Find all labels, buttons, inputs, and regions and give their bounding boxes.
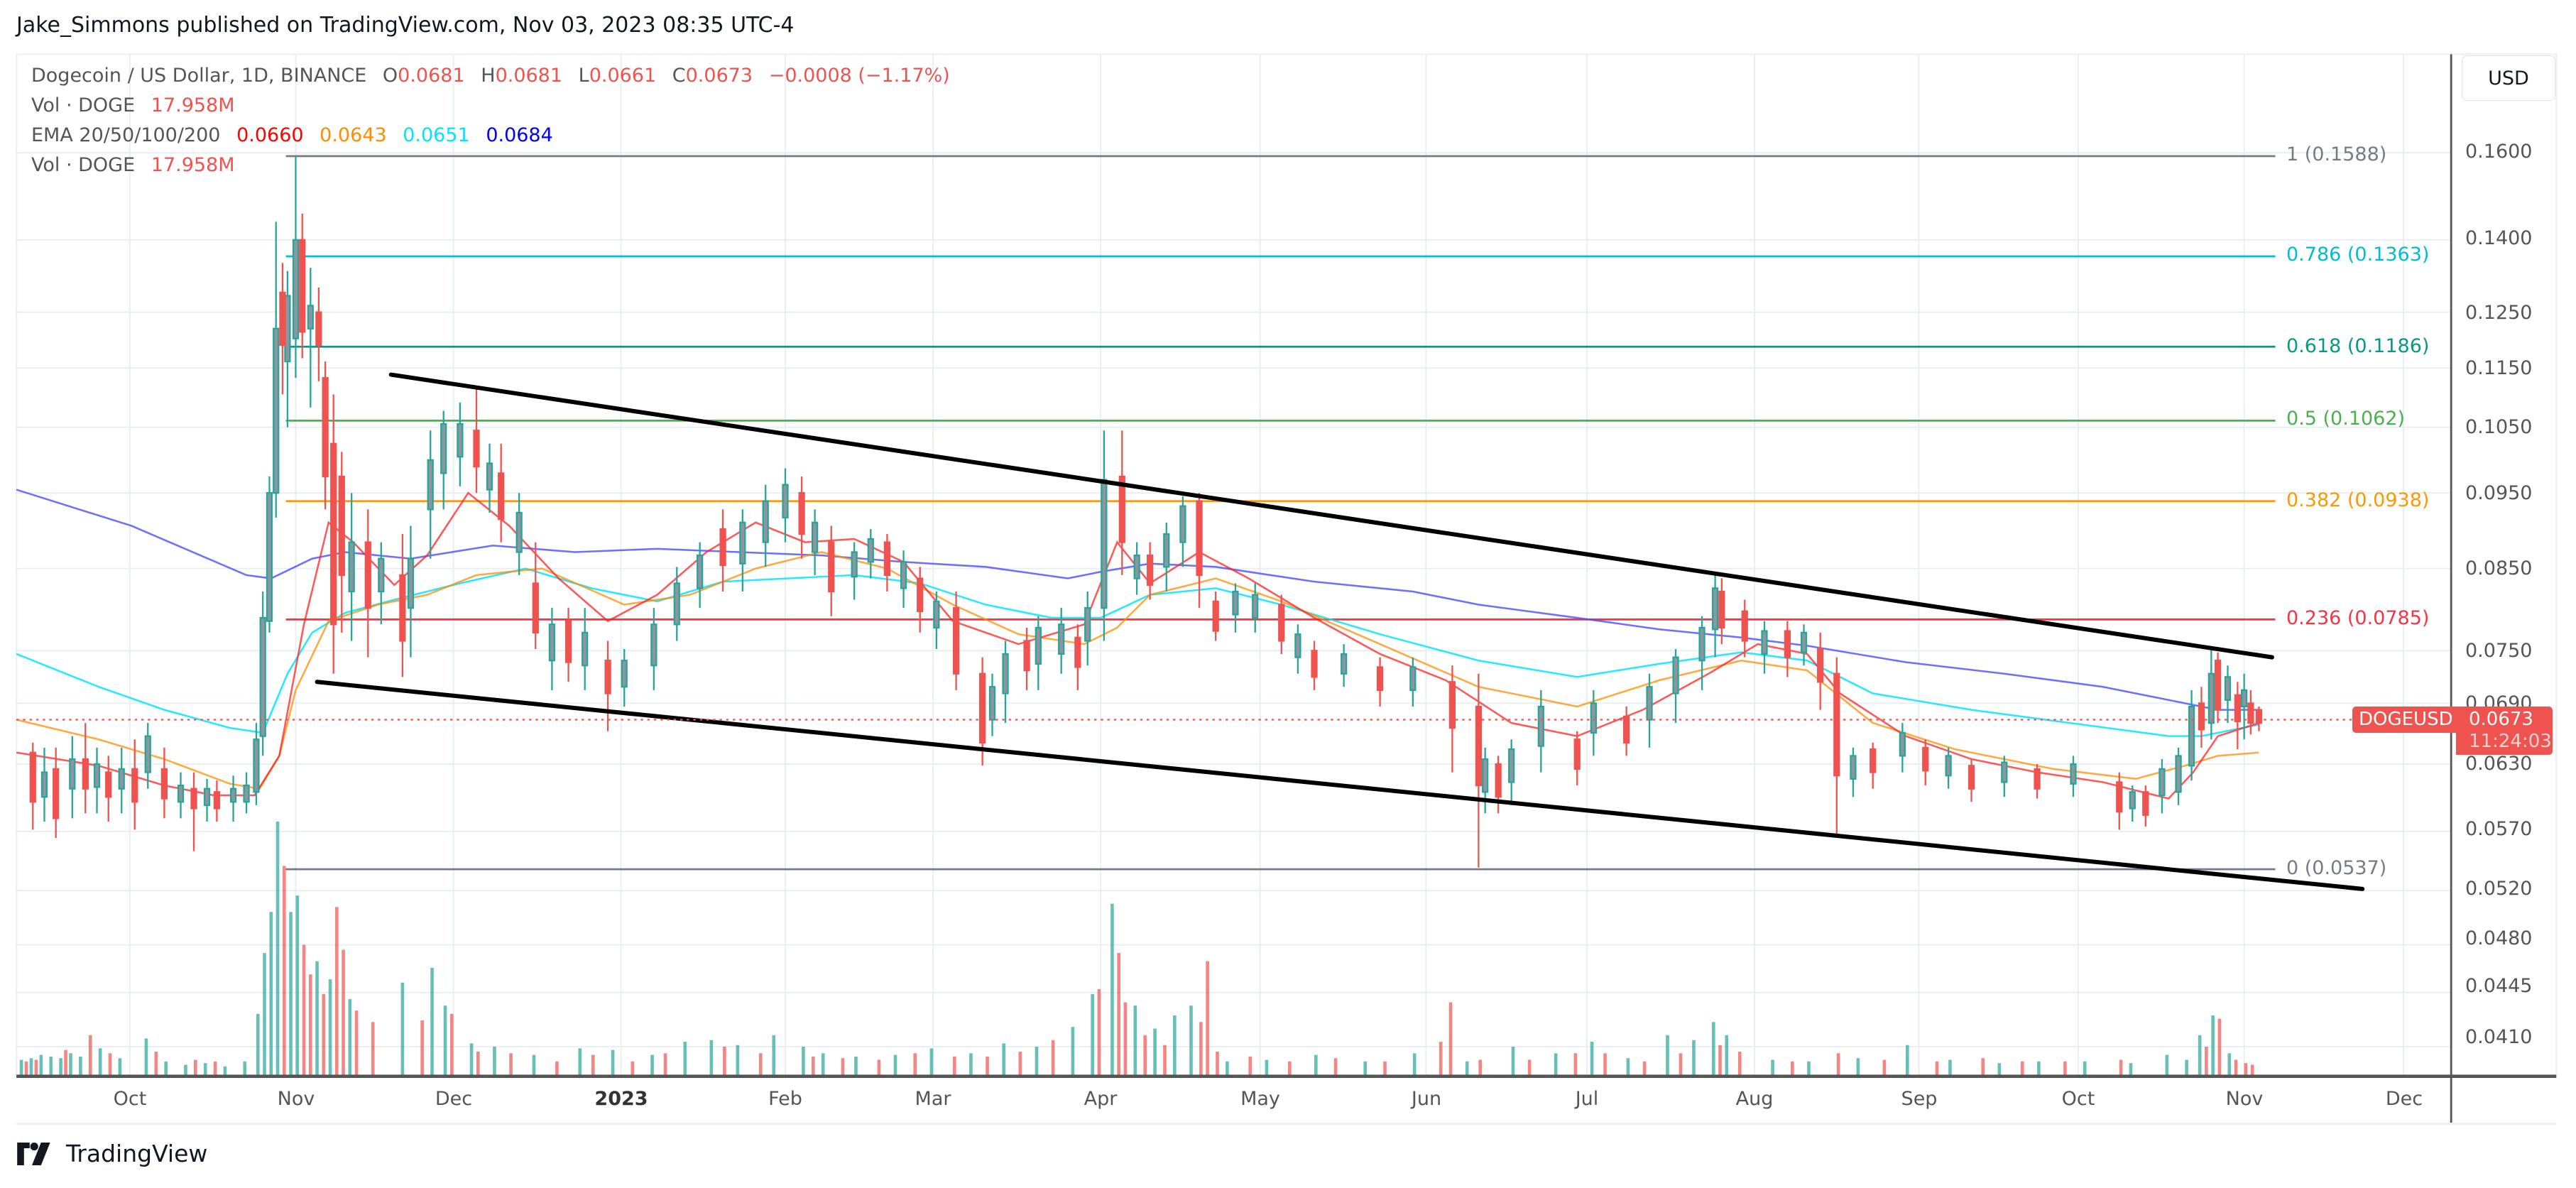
tradingview-brand: TradingView (66, 1140, 208, 1167)
fib-label-0[interactable]: 0 (0.0537) (2286, 857, 2387, 879)
price-tick: 0.0950 (2465, 482, 2533, 504)
low-label: L (578, 65, 589, 87)
chart-legend: Dogecoin / US Dollar, 1D, BINANCE O0.068… (31, 61, 950, 180)
current-price-value: 0.0673 (2469, 709, 2533, 730)
tradingview-logo-icon (17, 1142, 50, 1165)
time-tick: Oct (2061, 1088, 2095, 1110)
channel-upper-trendline (388, 372, 2274, 660)
currency-button[interactable]: USD (2462, 55, 2555, 101)
price-tick: 0.0630 (2465, 753, 2533, 775)
price-tick: 0.1250 (2465, 302, 2533, 324)
volume-pane-label: Vol · DOGE (31, 154, 136, 176)
bar-countdown: 11:24:03 (2469, 731, 2552, 752)
price-tick: 0.0445 (2465, 975, 2533, 997)
published-by-text: Jake_Simmons published on TradingView.co… (16, 13, 795, 38)
fib-label-0618[interactable]: 0.618 (0.1186) (2286, 335, 2430, 357)
high-value: 0.0681 (495, 65, 563, 87)
price-tick: 0.1050 (2465, 416, 2533, 438)
fib-label-0382[interactable]: 0.382 (0.0938) (2286, 489, 2430, 511)
time-tick-year: 2023 (594, 1088, 648, 1110)
time-tick: May (1240, 1088, 1280, 1110)
close-value: 0.0673 (685, 65, 753, 87)
fib-label-05[interactable]: 0.5 (0.1062) (2286, 408, 2406, 430)
current-price-badge: 0.0673 11:24:03 (2456, 707, 2553, 755)
price-tick: 0.1400 (2465, 227, 2533, 249)
volume-bars (19, 821, 2254, 1077)
volume-legend-row[interactable]: Vol · DOGE 17.958M (31, 91, 950, 121)
change-value: −0.0008 (−1.17%) (768, 65, 950, 87)
low-value: 0.0661 (589, 65, 657, 87)
ema50-value: 0.0643 (320, 124, 387, 146)
fib-label-0786[interactable]: 0.786 (0.1363) (2286, 244, 2430, 266)
ema200-value: 0.0684 (486, 124, 553, 146)
volume-label: Vol · DOGE (31, 94, 136, 116)
symbol-price-badge: DOGEUSD (2352, 707, 2460, 733)
candlesticks (29, 156, 2263, 868)
time-tick: Dec (2385, 1088, 2423, 1110)
time-tick: Oct (113, 1088, 147, 1110)
time-tick: Apr (1084, 1088, 1118, 1110)
ema100-line (16, 567, 2259, 737)
ema50-line (16, 551, 2259, 790)
open-value: 0.0681 (398, 65, 465, 87)
ema20-value: 0.0660 (236, 124, 304, 146)
price-tick: 0.0570 (2465, 818, 2533, 840)
price-tick: 0.1150 (2465, 357, 2533, 379)
volume-pane-legend-row[interactable]: Vol · DOGE 17.958M (31, 151, 950, 180)
time-tick: Jun (1411, 1088, 1442, 1110)
volume-pane-value: 17.958M (151, 154, 235, 176)
vertical-gridlines (129, 54, 2404, 1077)
time-tick: Jul (1575, 1088, 1599, 1110)
symbol-legend-row[interactable]: Dogecoin / US Dollar, 1D, BINANCE O0.068… (31, 61, 950, 91)
price-tick: 0.0750 (2465, 640, 2533, 662)
price-tick: 0.0480 (2465, 927, 2533, 949)
symbol-title[interactable]: Dogecoin / US Dollar, 1D, BINANCE (31, 65, 367, 87)
price-tick: 0.0410 (2465, 1026, 2533, 1048)
ema-label: EMA 20/50/100/200 (31, 124, 221, 146)
time-tick: Dec (435, 1088, 473, 1110)
descending-channel (315, 372, 2365, 891)
time-tick: Feb (768, 1088, 802, 1110)
fib-label-0236[interactable]: 0.236 (0.0785) (2286, 607, 2430, 629)
price-tick: 0.0520 (2465, 878, 2533, 900)
time-tick: Nov (2225, 1088, 2264, 1110)
fib-retracement-lines (285, 155, 2276, 871)
ema-legend-row[interactable]: EMA 20/50/100/200 0.0660 0.0643 0.0651 0… (31, 121, 950, 151)
high-label: H (481, 65, 496, 87)
time-tick: Nov (277, 1088, 315, 1110)
price-tick: 0.0850 (2465, 557, 2533, 579)
time-tick: Mar (915, 1088, 951, 1110)
time-tick: Aug (1735, 1088, 1774, 1110)
close-label: C (672, 65, 686, 87)
volume-value: 17.958M (151, 94, 235, 116)
price-tick: 0.1600 (2465, 141, 2533, 163)
tradingview-footer[interactable]: TradingView (16, 1140, 207, 1167)
fib-label-1[interactable]: 1 (0.1588) (2286, 143, 2387, 165)
time-tick: Sep (1901, 1088, 1938, 1110)
ema100-value: 0.0651 (403, 124, 470, 146)
open-label: O (382, 65, 398, 87)
channel-lower-trendline (315, 680, 2365, 891)
